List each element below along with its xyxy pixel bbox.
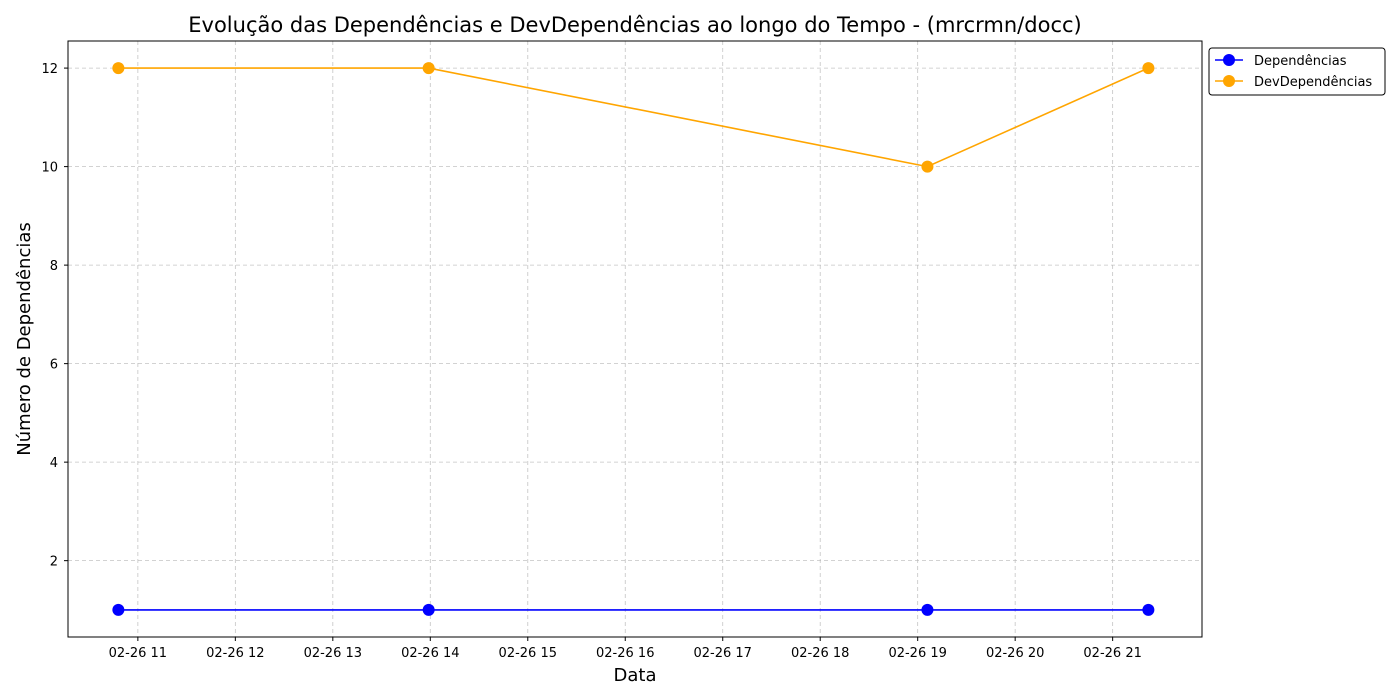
plot-frame <box>67 40 1203 638</box>
x-tick-label: 02-26 15 <box>499 646 557 661</box>
y-tick-label: 8 <box>50 259 58 274</box>
x-tick-label: 02-26 17 <box>694 646 752 661</box>
legend-label-dependencias: Dependências <box>1254 54 1347 69</box>
x-tick-label: 02-26 18 <box>791 646 849 661</box>
x-axis: 02-26 11 02-26 12 02-26 13 02-26 14 02-26 15… <box>109 637 1142 661</box>
x-tick-label: 02-26 12 <box>206 646 264 661</box>
legend: Dependências DevDependências <box>1208 47 1386 96</box>
data-point-devdependencias <box>422 62 435 75</box>
x-tick-label: 02-26 16 <box>596 646 654 661</box>
y-axis: 2 4 6 8 10 12 <box>41 62 68 570</box>
legend-box <box>1208 47 1386 96</box>
data-point-dependencias <box>921 603 934 616</box>
x-axis-title: Data <box>614 665 657 686</box>
x-tick-label: 02-26 21 <box>1083 646 1141 661</box>
grid <box>68 41 1202 637</box>
legend-marker-devdependencias <box>1223 75 1235 87</box>
y-tick-label: 10 <box>41 161 58 176</box>
series-line-devdependencias <box>118 67 1149 168</box>
x-tick-label: 02-26 19 <box>888 646 946 661</box>
legend-marker-dependencias <box>1223 54 1235 66</box>
legend-label-devdependencias: DevDependências <box>1254 75 1372 90</box>
y-tick-label: 2 <box>50 555 58 570</box>
x-tick-label: 02-26 20 <box>986 646 1044 661</box>
x-tick-label: 02-26 14 <box>401 646 459 661</box>
data-point-dependencias <box>1142 603 1155 616</box>
chart-title: Evolução das Dependências e DevDependênc… <box>188 13 1081 37</box>
y-tick-label: 4 <box>50 456 58 471</box>
x-tick-label: 02-26 11 <box>109 646 167 661</box>
y-tick-label: 6 <box>50 358 58 373</box>
data-point-dependencias <box>422 603 435 616</box>
data-point-devdependencias <box>1142 62 1155 75</box>
series-layer <box>112 62 1155 616</box>
y-tick-label: 12 <box>41 62 58 77</box>
data-point-dependencias <box>112 603 125 616</box>
x-tick-label: 02-26 13 <box>304 646 362 661</box>
data-point-devdependencias <box>112 62 125 75</box>
y-axis-title: Número de Dependências <box>14 222 35 456</box>
data-point-devdependencias <box>921 160 934 173</box>
